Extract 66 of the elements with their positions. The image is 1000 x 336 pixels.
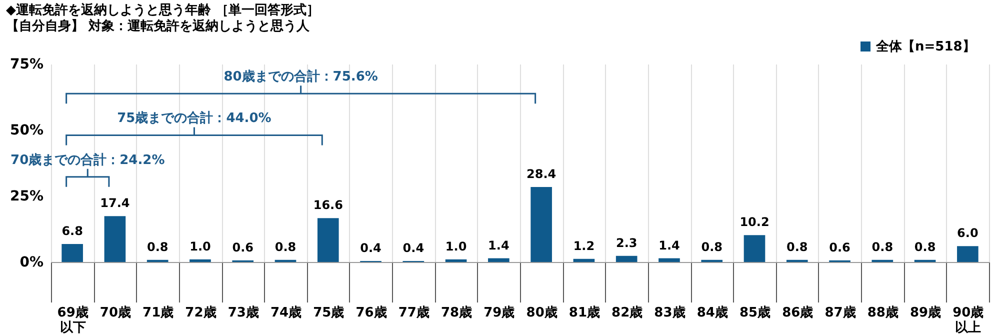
data-label: 0.8 <box>146 240 168 254</box>
x-tick-label: 78歳 <box>441 306 472 320</box>
data-label: 6.8 <box>62 224 83 238</box>
y-tick-label: 75% <box>10 56 44 72</box>
y-tick-label: 25% <box>10 188 44 204</box>
x-tick-label: 77歳 <box>398 306 430 320</box>
bar <box>573 258 595 262</box>
bar <box>530 187 552 262</box>
x-tick-label: 76歳 <box>356 306 387 320</box>
bar <box>957 246 978 262</box>
bar <box>616 256 638 262</box>
x-tick-label: 69歳以下 <box>57 306 88 336</box>
data-label: 0.6 <box>829 240 850 254</box>
x-tick-label: 86歳 <box>782 306 814 320</box>
x-tick-label: 82歳 <box>612 306 643 320</box>
bar <box>488 258 510 262</box>
annotation: 75歳までの合計：44.0% <box>117 110 272 126</box>
x-tick-label: 87歳 <box>824 306 856 320</box>
x-tick-label: 72歳 <box>185 306 216 320</box>
bar <box>104 216 126 262</box>
y-tick-label: 50% <box>10 122 44 138</box>
data-label: 0.4 <box>360 240 382 255</box>
data-label: 1.4 <box>658 238 680 252</box>
data-label: 0.8 <box>701 240 722 254</box>
bar <box>658 258 680 262</box>
data-label: 1.0 <box>190 239 211 254</box>
data-label: 1.2 <box>573 238 595 253</box>
chart-subtitle: 【自分自身】 対象：運転免許を返納しようと思う人 <box>6 18 311 34</box>
x-tick-label: 70歳 <box>100 306 131 320</box>
data-label: 28.4 <box>526 167 556 182</box>
data-label: 1.0 <box>445 239 467 254</box>
data-label: 0.8 <box>914 240 936 254</box>
data-label: 2.3 <box>616 236 638 250</box>
annotation: 80歳までの合計：75.6% <box>224 68 378 85</box>
data-label: 10.2 <box>740 215 770 230</box>
x-tick-label: 80歳 <box>526 306 558 320</box>
data-label: 0.8 <box>274 240 296 254</box>
x-tick-label: 89歳 <box>910 306 942 320</box>
x-tick-label: 88歳 <box>867 306 898 320</box>
annotation: 70歳までの合計：24.2% <box>10 152 165 168</box>
bar <box>190 259 211 262</box>
x-tick-label: 90歳以上 <box>952 306 984 336</box>
data-label: 1.4 <box>488 238 510 252</box>
data-label: 6.0 <box>957 226 978 240</box>
chart-title: ◆運転免許を返納しようと思う年齢 ［単一回答形式］ <box>6 2 320 18</box>
x-tick-label: 74歳 <box>270 306 302 320</box>
data-label: 0.8 <box>872 240 894 254</box>
bar <box>317 218 339 262</box>
data-label: 0.6 <box>232 240 254 254</box>
x-tick-label: 75歳 <box>313 306 344 320</box>
data-label: 16.6 <box>313 198 343 212</box>
y-tick-label: 0% <box>20 254 44 270</box>
x-tick-label: 84歳 <box>696 306 728 320</box>
x-tick-label: 85歳 <box>739 306 771 320</box>
data-label: 17.4 <box>100 196 130 210</box>
x-tick-label: 81歳 <box>568 306 600 320</box>
x-tick-label: 83歳 <box>654 306 686 320</box>
bar <box>62 244 83 262</box>
data-label: 0.8 <box>786 240 808 254</box>
data-label: 0.4 <box>402 240 424 255</box>
bar <box>445 259 467 262</box>
x-tick-label: 73歳 <box>228 306 259 320</box>
x-tick-label: 71歳 <box>142 306 174 320</box>
x-tick-label: 79歳 <box>484 306 515 320</box>
bar <box>744 235 766 262</box>
legend-label: 全体【n=518】 <box>875 38 976 54</box>
